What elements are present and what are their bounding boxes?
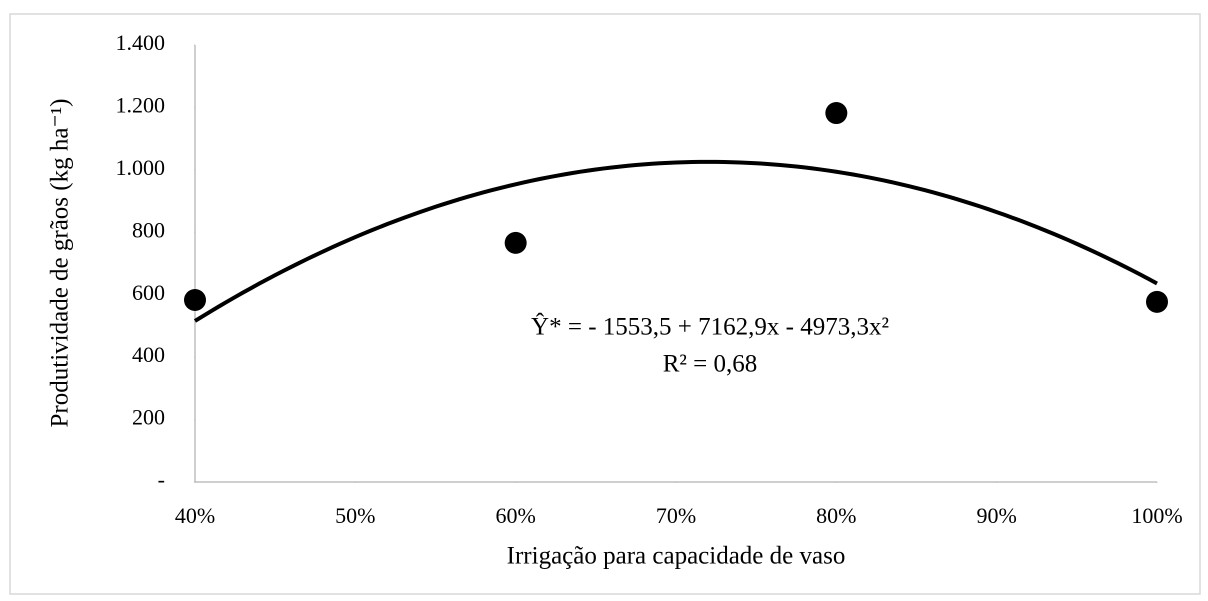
data-point [504,231,527,254]
chart-border [9,13,1201,595]
trendline [193,159,1158,323]
x-tick-label: 60% [496,503,536,528]
data-point [184,289,206,312]
r-squared: R² = 0,68 [663,351,758,378]
y-tick-label: 1.000 [116,155,166,180]
y-tick-label: 800 [132,217,165,242]
x-tick-label: 100% [1131,503,1182,528]
y-tick-label: 1.200 [116,92,166,117]
y-tick-label: 600 [132,280,165,305]
y-tick-label: - [158,467,165,492]
equation: Ŷ* = - 1553,5 + 7162,9x - 4973,3x² [531,313,889,341]
x-tick-label: 90% [977,503,1017,528]
y-tick-label: 400 [132,342,165,367]
x-tick-label: 70% [656,503,696,528]
x-tick-label: 40% [175,503,215,528]
data-point [825,102,848,125]
y-tick-label: 1.400 [116,30,166,55]
data-point [1146,290,1168,313]
y-axis-label: Produtividade de grãos (kg ha⁻¹) [47,99,74,428]
y-tick-label: 200 [132,405,165,430]
x-tick-label: 50% [335,503,375,528]
x-tick-label: 80% [816,503,856,528]
x-axis-label: Irrigação para capacidade de vaso [507,543,846,570]
